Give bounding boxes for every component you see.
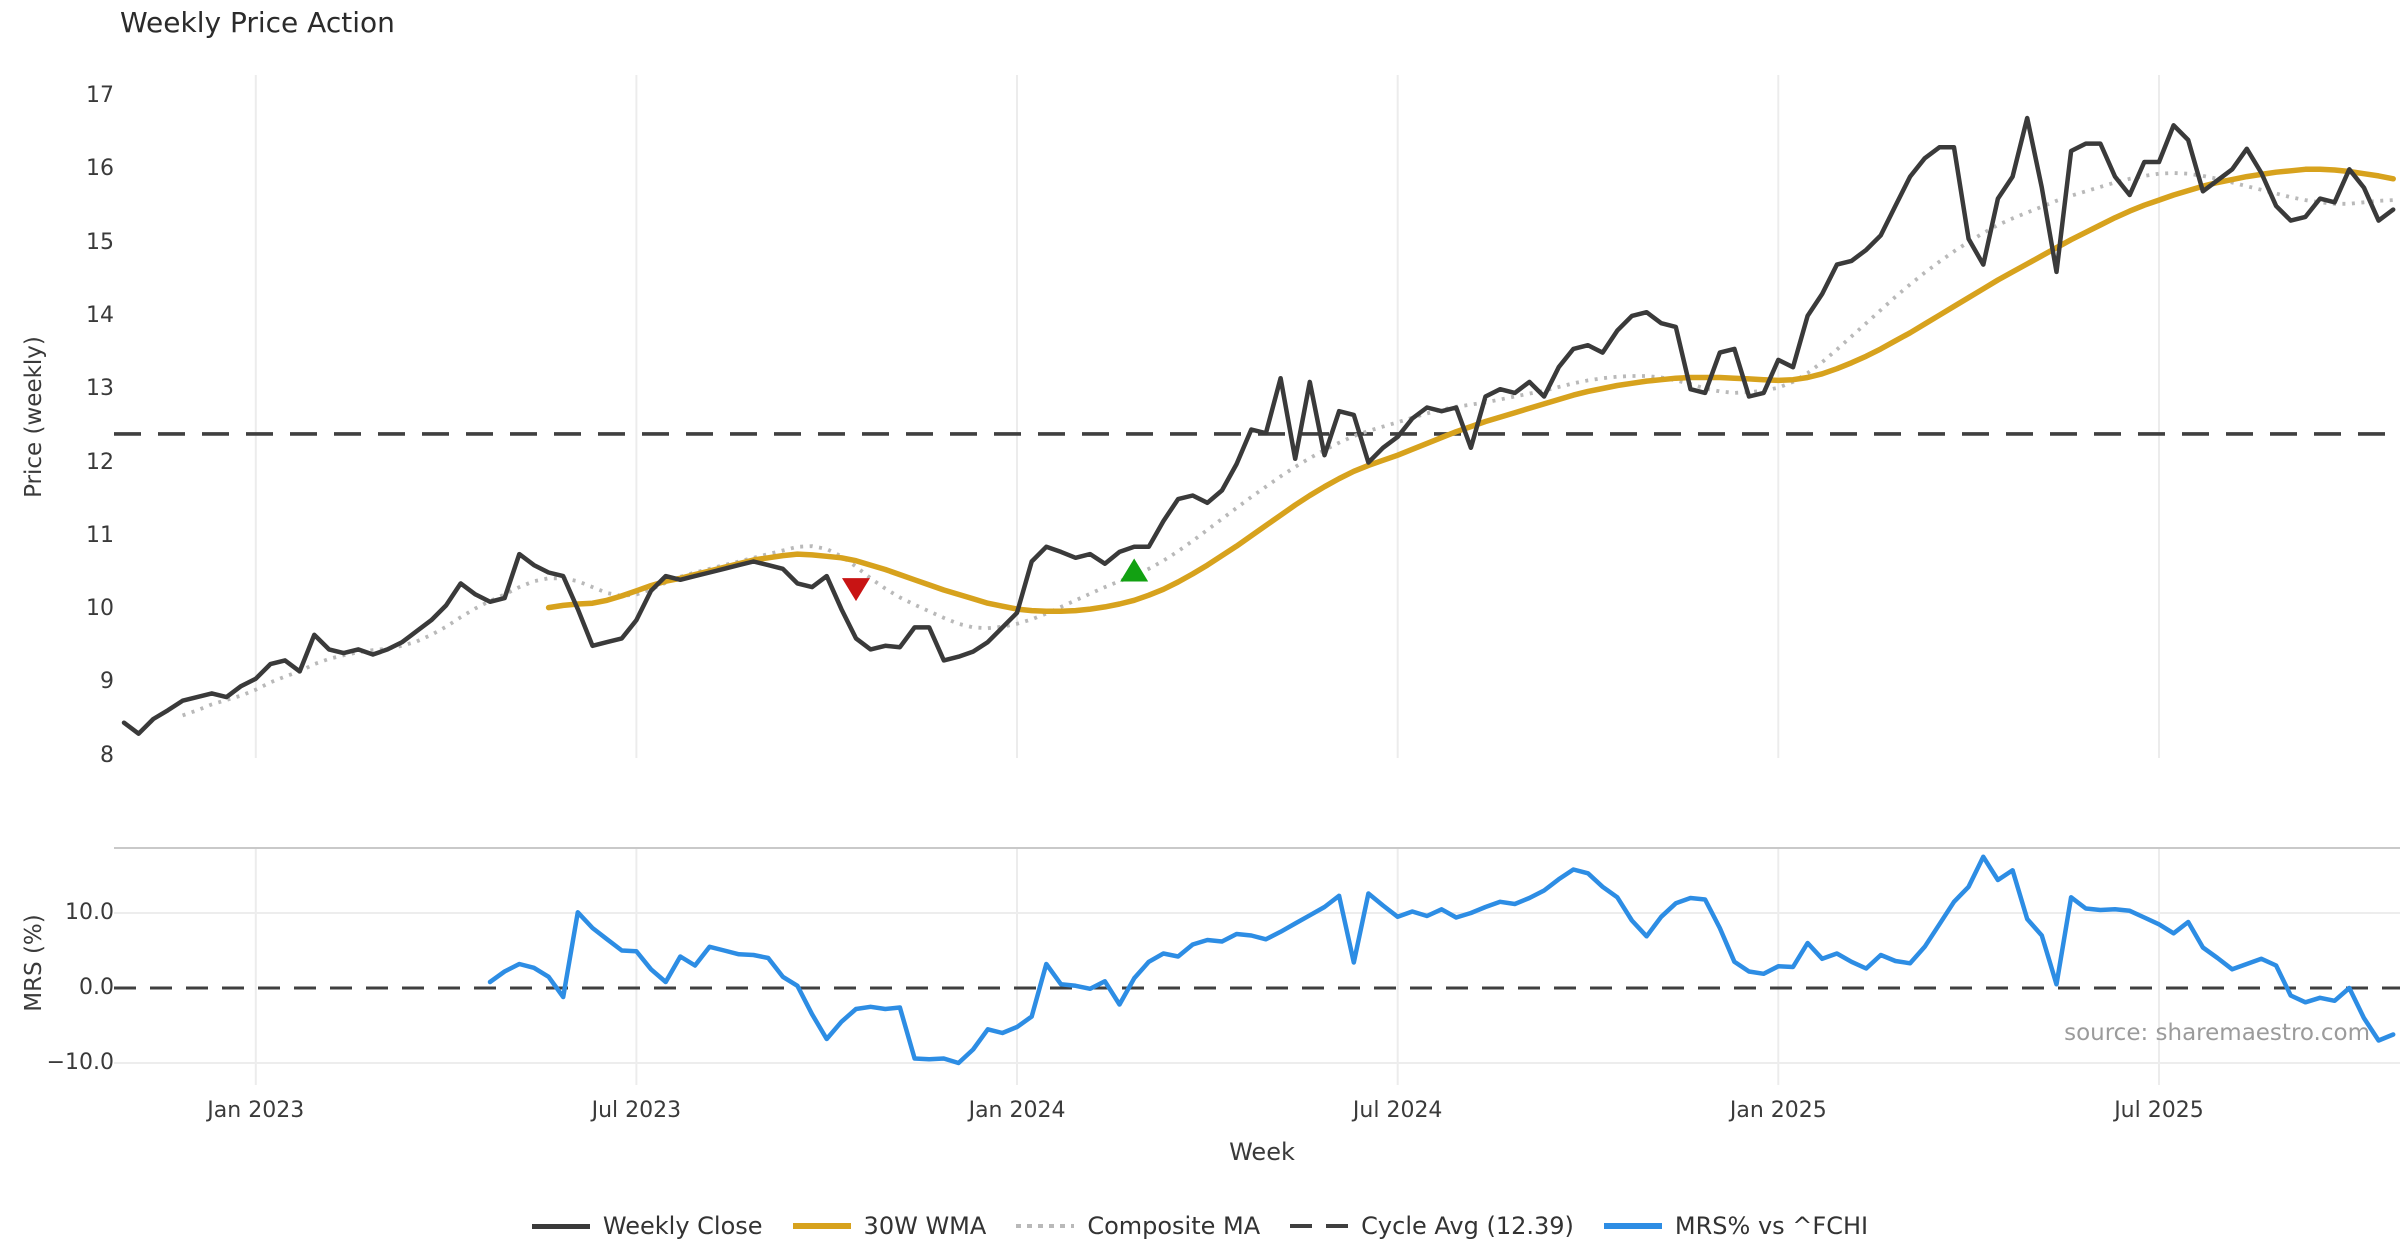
chart-title: Weekly Price Action bbox=[120, 6, 395, 39]
price-ytick-8: 8 bbox=[100, 742, 114, 768]
price-ytick-11: 11 bbox=[86, 522, 114, 548]
mrs-ytick-10: 10.0 bbox=[65, 900, 114, 925]
legend-swatch bbox=[1016, 1224, 1075, 1228]
xtick-Jul-2023: Jul 2023 bbox=[591, 1098, 682, 1123]
legend-swatch bbox=[531, 1223, 590, 1229]
legend-item-composite-ma: Composite MA bbox=[1016, 1212, 1260, 1240]
xtick-Jul-2024: Jul 2024 bbox=[1352, 1098, 1443, 1123]
legend: Weekly Close 30W WMA Composite MA Cycle Avg… bbox=[0, 1212, 2400, 1240]
mrs-line bbox=[487, 854, 2396, 1066]
price-ytick-10: 10 bbox=[86, 596, 114, 622]
source-note: source: sharemaestro.com bbox=[2064, 1020, 2370, 1046]
price-ytick-16: 16 bbox=[86, 156, 114, 182]
price-ytick-15: 15 bbox=[86, 229, 114, 255]
xtick-Jan-2023: Jan 2023 bbox=[207, 1098, 305, 1123]
buy-signal-marker bbox=[1120, 558, 1149, 582]
legend-swatch bbox=[1290, 1224, 1349, 1228]
composite-ma-line bbox=[181, 171, 2394, 718]
wma-30w-line bbox=[545, 166, 2396, 615]
mrs-ytick--10: −10.0 bbox=[46, 1050, 114, 1075]
legend-item-weekly-close: Weekly Close bbox=[531, 1212, 763, 1240]
legend-label: Composite MA bbox=[1087, 1212, 1261, 1240]
price-ytick-12: 12 bbox=[86, 449, 114, 475]
price-ytick-9: 9 bbox=[100, 669, 114, 695]
price-ytick-13: 13 bbox=[86, 376, 114, 402]
mrs-ytick-0: 0.0 bbox=[79, 975, 114, 1000]
x-axis-label: Week bbox=[1229, 1138, 1295, 1166]
legend-label: Cycle Avg (12.39) bbox=[1361, 1212, 1574, 1240]
legend-swatch bbox=[792, 1223, 851, 1229]
price-ytick-17: 17 bbox=[86, 83, 114, 108]
legend-item-30w-wma: 30W WMA bbox=[792, 1212, 987, 1240]
xtick-Jul-2025: Jul 2025 bbox=[2114, 1098, 2204, 1123]
sell-signal-marker bbox=[842, 578, 870, 602]
legend-swatch bbox=[1603, 1223, 1662, 1229]
weekly-close-line bbox=[121, 115, 2396, 736]
xtick-Jan-2025: Jan 2025 bbox=[1729, 1098, 1827, 1123]
legend-label: Weekly Close bbox=[602, 1212, 763, 1240]
legend-label: MRS% vs ^FCHI bbox=[1674, 1212, 1869, 1240]
price-ytick-14: 14 bbox=[86, 302, 114, 328]
legend-label: 30W WMA bbox=[863, 1212, 987, 1240]
xtick-Jan-2024: Jan 2024 bbox=[968, 1098, 1066, 1123]
legend-item-mrs-vs-fchi: MRS% vs ^FCHI bbox=[1603, 1212, 1869, 1240]
legend-item-cycle-avg-12-39: Cycle Avg (12.39) bbox=[1290, 1212, 1574, 1240]
